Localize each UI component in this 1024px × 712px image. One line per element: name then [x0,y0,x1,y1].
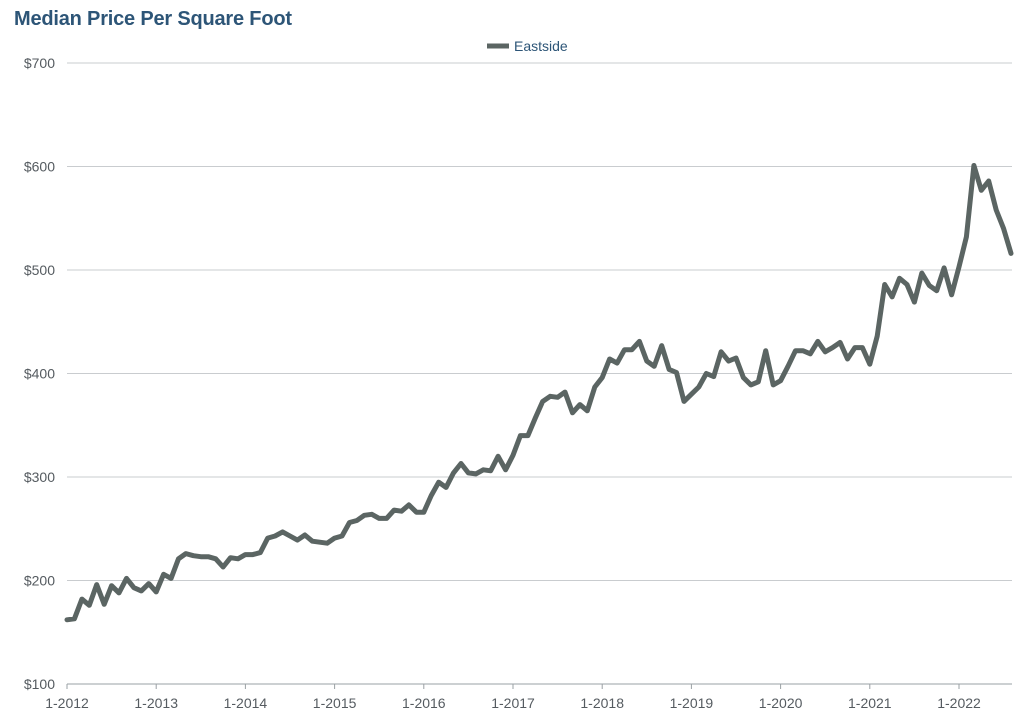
gridlines [67,62,1012,685]
x-tick-label: 1-2022 [937,695,981,711]
x-tick-label: 1-2012 [45,695,89,711]
x-tick-label: 1-2015 [313,695,357,711]
y-tick-label: $300 [24,469,55,485]
y-tick-label: $700 [24,55,55,71]
x-tick-label: 1-2016 [402,695,446,711]
chart-title: Median Price Per Square Foot [14,8,292,30]
x-tick-label: 1-2013 [134,695,178,711]
y-tick-label: $200 [24,573,55,589]
x-tick-label: 1-2018 [580,695,624,711]
x-axis: 1-2012 1-2013 1-2014 1-2015 1-2016 1-2017 1-20… [45,683,1012,711]
legend: Eastside [487,38,568,54]
x-tick-label: 1-2017 [491,695,535,711]
y-tick-label: $400 [24,366,55,382]
x-tick-label: 1-2019 [670,695,714,711]
x-tick-label: 1-2014 [224,695,268,711]
legend-label-eastside: Eastside [514,38,568,54]
y-tick-label: $500 [24,262,55,278]
series-line-eastside [64,163,1014,623]
y-tick-label: $100 [24,676,55,692]
x-tick-label: 1-2021 [848,695,892,711]
y-axis: $100 $200 $300 $400 $500 $600 $700 [24,55,55,692]
y-tick-label: $600 [24,159,55,175]
x-tick-label: 1-2020 [759,695,803,711]
plot-area [64,163,1014,623]
